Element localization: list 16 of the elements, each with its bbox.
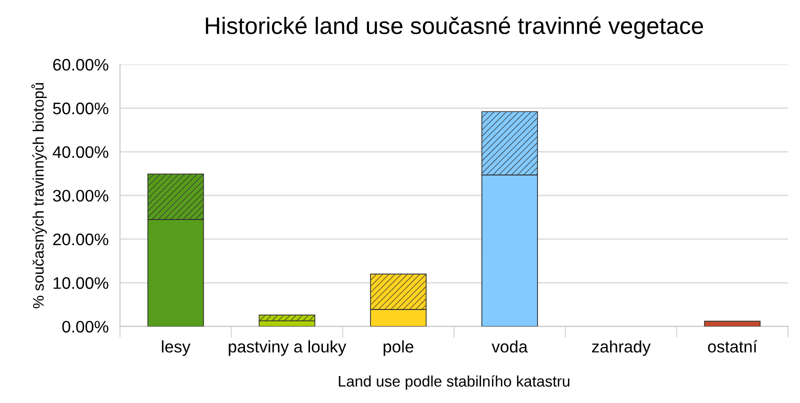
x-tick-label: pastviny a louky [228, 340, 346, 356]
y-tick-label: 60.00% [53, 58, 108, 71]
x-tick-label: ostatní [708, 340, 758, 353]
x-tick-label: voda [492, 340, 528, 353]
x-tick-label: zahrady [592, 340, 651, 356]
x-axis-title: Land use podle stabilního katastru [338, 375, 570, 390]
y-tick-label: 20.00% [53, 234, 108, 246]
y-tick-label: 30.00% [53, 190, 108, 202]
y-axis-title: % současných travinných biotopů [31, 83, 47, 308]
y-tick-label: 50.00% [53, 102, 108, 114]
y-tick-label: 0.00% [62, 320, 108, 333]
y-tick-label: 40.00% [52, 146, 108, 158]
x-tick-label: pole [384, 340, 414, 356]
y-tick-label: 10.00% [54, 277, 108, 289]
chart-title: Historické land use současné travinné vegetace [206, 16, 703, 39]
x-tick-label: lesy [162, 340, 190, 356]
